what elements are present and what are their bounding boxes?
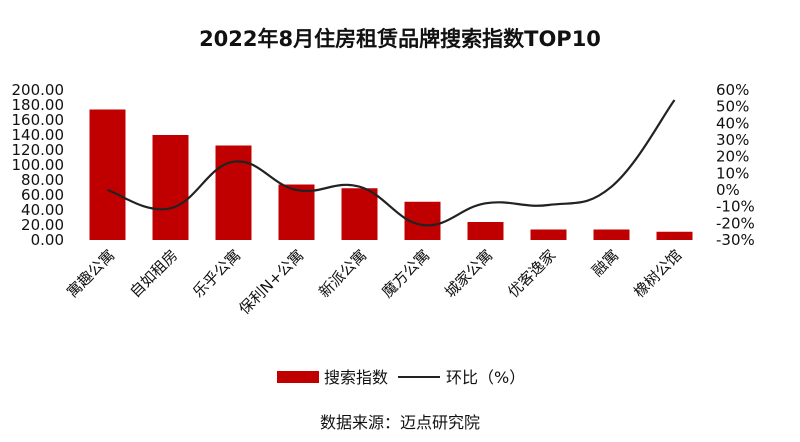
legend: 搜索指数 环比（%） — [277, 368, 525, 387]
bar — [89, 109, 126, 240]
left-tick-label: 160.00 — [12, 111, 65, 129]
right-tick-label: 50% — [716, 98, 749, 116]
category-label: 优客逸家 — [504, 246, 559, 301]
legend-bar-swatch — [277, 371, 319, 383]
right-tick-label: 40% — [716, 114, 749, 132]
bar — [593, 229, 630, 240]
left-tick-label: 20.00 — [21, 216, 64, 234]
mom-line — [107, 99, 676, 227]
category-label: 城家公寓 — [441, 246, 496, 301]
legend-bar-label: 搜索指数 — [324, 368, 388, 387]
left-axis: 0.0020.0040.0060.0080.00100.00120.00140.… — [12, 81, 65, 249]
right-tick-label: 10% — [716, 164, 749, 182]
right-axis: -30%-20%-10%0%10%20%30%40%50%60% — [716, 81, 755, 249]
left-tick-label: 0.00 — [31, 231, 64, 249]
category-label: 乐乎公寓 — [189, 246, 244, 301]
bar-series — [89, 109, 693, 240]
bar — [467, 222, 504, 240]
left-tick-label: 140.00 — [12, 126, 65, 144]
line-series — [107, 99, 676, 227]
right-tick-label: 60% — [716, 81, 749, 99]
left-tick-label: 180.00 — [12, 96, 65, 114]
right-tick-label: -20% — [716, 214, 755, 232]
right-tick-label: -10% — [716, 198, 755, 216]
right-tick-label: 30% — [716, 131, 749, 149]
category-label: 寓趣公寓 — [63, 246, 118, 301]
left-tick-label: 100.00 — [12, 156, 65, 174]
bar — [278, 184, 315, 240]
legend-line-label: 环比（%） — [446, 368, 525, 387]
left-tick-label: 40.00 — [21, 201, 64, 219]
bar — [215, 145, 252, 240]
chart-source: 数据来源：迈点研究院 — [320, 413, 480, 432]
bar — [152, 135, 189, 240]
category-label: 橡树公馆 — [630, 246, 685, 301]
bar — [341, 188, 378, 240]
right-tick-label: 0% — [716, 181, 740, 199]
right-tick-label: -30% — [716, 231, 755, 249]
category-label: 自如租房 — [126, 246, 181, 301]
chart-title: 2022年8月住房租赁品牌搜索指数TOP10 — [199, 27, 601, 51]
category-label: 融寓 — [588, 246, 622, 280]
bar — [656, 231, 693, 240]
left-tick-label: 120.00 — [12, 141, 65, 159]
left-tick-label: 60.00 — [21, 186, 64, 204]
category-label: 魔方公寓 — [378, 246, 433, 301]
left-tick-label: 80.00 — [21, 171, 64, 189]
category-label: 新派公寓 — [315, 246, 370, 301]
category-label: 保利N+公寓 — [235, 246, 307, 318]
bar — [530, 229, 567, 240]
right-tick-label: 20% — [716, 148, 749, 166]
left-tick-label: 200.00 — [12, 81, 65, 99]
